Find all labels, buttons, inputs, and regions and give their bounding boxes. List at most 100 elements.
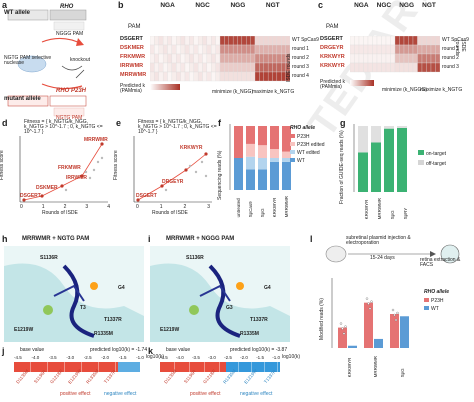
heatmap-b-cell	[167, 53, 173, 64]
f-cat-1: SpCas9	[247, 201, 253, 218]
l-point	[344, 325, 347, 328]
panel-b-row-4: MRRWMR	[120, 72, 147, 78]
heatmap-c-cell	[372, 62, 378, 73]
heatmap-b-cell	[219, 36, 225, 46]
f-cat-4: MRRWMR	[283, 196, 289, 218]
heatmap-c-cell	[426, 62, 432, 73]
heatmap-c-cell	[394, 53, 400, 64]
heatmap-b-cell	[193, 53, 199, 64]
heatmap-c-cell	[417, 36, 423, 46]
pam-header-ngc: NGC	[195, 2, 210, 9]
heatmap-b-cell	[246, 44, 251, 55]
heatmap-c-cell	[412, 44, 418, 55]
panel-f-chart	[229, 124, 291, 190]
j-tick-6: -1.5	[118, 355, 127, 360]
heatmap-b-cell	[228, 36, 234, 46]
heatmap-b-cell	[180, 36, 186, 46]
heatmap-b-cell	[254, 71, 260, 82]
heatmap-b-cell	[162, 62, 168, 73]
heatmap-b-cell	[206, 36, 212, 46]
k-tick-3: -3.0	[208, 355, 216, 360]
l-point	[365, 297, 369, 300]
l-bar-wt	[348, 345, 357, 348]
heatmap-b-cell	[171, 36, 177, 46]
heatmap-b-cell	[263, 53, 269, 64]
heatmap-c-cell	[372, 36, 378, 46]
heatmap-c-cell	[385, 36, 391, 46]
panel-k-unit: log10(k)	[282, 354, 301, 360]
j-tick-3: -3.0	[66, 355, 75, 360]
panel-b-row-2: FRKMWR	[120, 54, 146, 60]
heatmap-c-cell	[430, 36, 436, 46]
h-label-s1136r: S1136R	[40, 255, 58, 261]
heatmap-b-cell	[219, 44, 225, 55]
heatmap-b-cell	[202, 44, 208, 55]
heatmap-c-cell	[354, 44, 360, 55]
panel-f-categories: untreated SpCas9 SpG KRKWYR MRRWMR	[232, 196, 292, 217]
heatmap-c-cell	[426, 44, 432, 55]
h-label-e1219w: E1219W	[14, 327, 34, 333]
heatmap-b-cell	[206, 53, 212, 64]
heatmap-b-cell	[224, 53, 229, 64]
panel-c-letter: c	[318, 0, 324, 10]
k-tick-2: -3.5	[192, 355, 200, 360]
heatmap-b-cell	[150, 53, 155, 64]
heatmap-b-cell	[246, 36, 251, 46]
heatmap-b-cell	[254, 44, 260, 55]
panel-b-right-0: WT SpCas9	[292, 37, 319, 43]
pam-header-nga: NGA	[160, 2, 175, 9]
heatmap-c-cell	[376, 36, 382, 46]
heatmap-b-cell	[162, 36, 168, 46]
heatmap-c-cell	[390, 62, 396, 73]
heatmap-b-cell	[206, 44, 212, 55]
heatmap-b-cell	[259, 36, 264, 46]
heatmap-b-cell	[241, 36, 247, 46]
panel-l-schematic	[325, 244, 460, 264]
heatmap-b-cell	[180, 62, 186, 73]
panel-g-ylabel: Fraction of GUIDE-seq reads (%)	[339, 130, 345, 204]
heatmap-b-cell	[259, 71, 264, 82]
heatmap-b-cell	[250, 62, 256, 73]
heatmap-c-cell	[367, 53, 373, 64]
panel-g-letter: g	[340, 118, 346, 128]
heatmap-b-cell	[267, 71, 273, 82]
panel-b-colorbar	[150, 84, 180, 90]
panel-g-legend: on-target off-target	[418, 150, 446, 167]
heatmap-b-cell	[228, 71, 234, 82]
heatmap-b-cell	[272, 62, 278, 73]
panel-e-letter: e	[116, 118, 122, 128]
heatmap-c-cell	[421, 62, 427, 73]
panel-j-letter: j	[2, 346, 5, 356]
heatmap-b-cell	[171, 71, 177, 82]
heatmap-c-cell	[381, 36, 387, 46]
heatmap-c-cell	[363, 53, 369, 64]
heatmap-b-cell	[184, 36, 190, 46]
panel-j-negative: negative effect	[104, 391, 137, 397]
f-bar-segment	[270, 158, 279, 162]
heatmap-b-cell	[237, 71, 243, 82]
panel-c-maximize: maximize k_NGTG	[420, 87, 463, 93]
g-bar-on	[384, 128, 394, 192]
heatmap-b-cell	[281, 71, 286, 82]
heatmap-b-cell	[254, 62, 260, 73]
panel-b-minimize: minimize (k_NGG)	[212, 89, 254, 95]
l-point	[367, 302, 370, 305]
heatmap-b-cell	[246, 71, 251, 82]
heatmap-b-cell	[211, 44, 216, 55]
k-tick-4: -2.5	[224, 355, 232, 360]
i-label-g4: G4	[264, 285, 271, 291]
panel-h-letter: h	[2, 234, 8, 244]
heatmap-c-cell	[376, 53, 382, 64]
e-label-krkwyr: KRKWYR	[180, 145, 203, 151]
g-bar-on	[371, 142, 381, 192]
heatmap-b-cell	[189, 36, 194, 46]
heatmap-b-cell	[281, 53, 286, 64]
g-bar-on	[358, 152, 368, 192]
panel-b-right-3: round 3	[292, 64, 309, 70]
heatmap-b-cell	[272, 44, 278, 55]
l-cat-0: KRKWYR	[346, 357, 352, 378]
heatmap-b-cell	[211, 71, 216, 82]
heatmap-b-cell	[180, 44, 186, 55]
heatmap-b-cell	[167, 71, 173, 82]
heatmap-b-cell	[171, 62, 177, 73]
